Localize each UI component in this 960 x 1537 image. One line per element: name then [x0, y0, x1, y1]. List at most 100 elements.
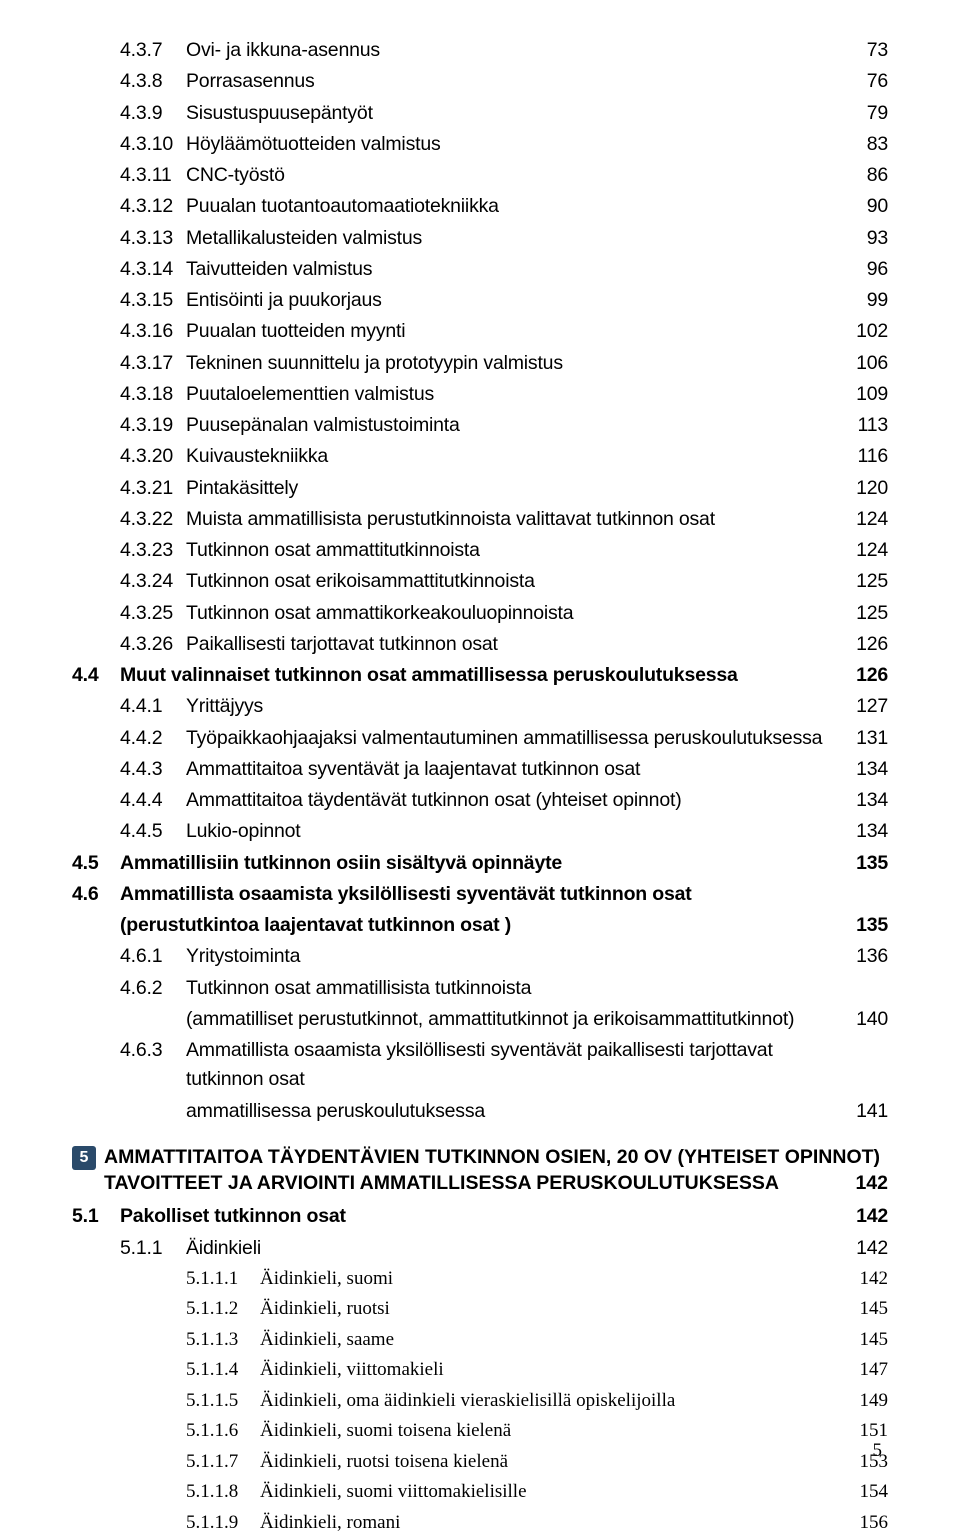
- subsection-number: 4.3.23: [120, 536, 186, 565]
- page-ref: 142: [840, 1234, 888, 1263]
- toc-entry: 4.6.3 Ammatillista osaamista yksilöllise…: [72, 1036, 888, 1095]
- toc-entry: 4.3.23Tutkinnon osat ammattitutkinnoista…: [72, 536, 888, 565]
- subsubsection-number: 5.1.1.2: [186, 1295, 260, 1324]
- subsubsection-number: 5.1.1.7: [186, 1448, 260, 1477]
- toc-entry: 4.4.1Yrittäjyys127: [72, 692, 888, 721]
- subsection-number: 4.3.9: [120, 99, 186, 128]
- toc-entry: 4.3.21Pintakäsittely120: [72, 474, 888, 503]
- subsection-title: Ammattitaitoa syventävät ja laajentavat …: [186, 755, 840, 784]
- toc-entry: 5.1.1.7Äidinkieli, ruotsi toisena kielen…: [72, 1448, 888, 1477]
- page-ref: 154: [840, 1478, 888, 1507]
- page-ref: 113: [840, 411, 888, 440]
- toc-entry: 4.3.10Höyläämötuotteiden valmistus83: [72, 130, 888, 159]
- subsection-title-cont: (ammatilliset perustutkinnot, ammattitut…: [186, 1005, 840, 1034]
- toc-entry-4-4: 4.4 Muut valinnaiset tutkinnon osat amma…: [72, 661, 888, 690]
- section-title: Pakolliset tutkinnon osat: [120, 1202, 840, 1231]
- subsection-title: Tekninen suunnittelu ja prototyypin valm…: [186, 349, 840, 378]
- toc-entry: 4.3.8Porrasasennus76: [72, 67, 888, 96]
- page-ref: 120: [840, 474, 888, 503]
- subsubsection-title: Äidinkieli, viittomakieli: [260, 1356, 840, 1385]
- page-ref: 116: [840, 442, 888, 471]
- page-ref: 99: [840, 286, 888, 315]
- toc-entry: 4.3.25Tutkinnon osat ammattikorkeakouluo…: [72, 599, 888, 628]
- page-ref: 149: [840, 1387, 888, 1416]
- subsection-title: Äidinkieli: [186, 1234, 840, 1263]
- section-5-title-line2: TAVOITTEET JA ARVIOINTI AMMATILLISESSA P…: [104, 1170, 840, 1196]
- page-ref: 134: [840, 755, 888, 784]
- subsection-number: 4.3.20: [120, 442, 186, 471]
- subsection-title: CNC-työstö: [186, 161, 840, 190]
- toc-entry-5-1: 5.1 Pakolliset tutkinnon osat 142: [72, 1202, 888, 1231]
- subsubsection-number: 5.1.1.3: [186, 1326, 260, 1355]
- toc-entry: 4.4.4Ammattitaitoa täydentävät tutkinnon…: [72, 786, 888, 815]
- page-ref: 140: [840, 1005, 888, 1034]
- page-ref: 131: [840, 724, 888, 753]
- toc-entry: 4.4.3Ammattitaitoa syventävät ja laajent…: [72, 755, 888, 784]
- toc-entry-5-1-1: 5.1.1 Äidinkieli 142: [72, 1234, 888, 1263]
- subsubsection-number: 5.1.1.6: [186, 1417, 260, 1446]
- toc-entry: 4.6.2 Tutkinnon osat ammatillisista tutk…: [72, 974, 888, 1003]
- page-ref: 93: [840, 224, 888, 253]
- subsubsection-number: 5.1.1.1: [186, 1265, 260, 1294]
- subsection-title: Muista ammatillisista perustutkinnoista …: [186, 505, 840, 534]
- toc-entry: 4.4.2Työpaikkaohjaajaksi valmentautumine…: [72, 724, 888, 753]
- toc-entry: 4.3.18Puutaloelementtien valmistus109: [72, 380, 888, 409]
- subsection-title: Työpaikkaohjaajaksi valmentautuminen amm…: [186, 724, 840, 753]
- subsection-number: 4.3.12: [120, 192, 186, 221]
- subsection-title: Porrasasennus: [186, 67, 840, 96]
- subsection-number: 4.3.22: [120, 505, 186, 534]
- table-of-contents: 4.3.7Ovi- ja ikkuna-asennus734.3.8Porras…: [72, 36, 888, 1537]
- toc-entry: 4.3.19Puusepänalan valmistustoiminta113: [72, 411, 888, 440]
- subsection-number: 4.4.4: [120, 786, 186, 815]
- toc-entry: 5.1.1.1Äidinkieli, suomi142: [72, 1265, 888, 1294]
- subsection-number: 4.6.3: [120, 1036, 186, 1065]
- toc-entry: 4.3.9Sisustuspuusepäntyöt79: [72, 99, 888, 128]
- subsection-number: 4.3.24: [120, 567, 186, 596]
- page-ref: 127: [840, 692, 888, 721]
- subsection-number: 4.3.17: [120, 349, 186, 378]
- page-ref: 134: [840, 786, 888, 815]
- subsection-title: Tutkinnon osat ammattikorkeakouluopinnoi…: [186, 599, 840, 628]
- page-ref: 76: [840, 67, 888, 96]
- subsection-number: 4.6.2: [120, 974, 186, 1003]
- subsection-title: Puutaloelementtien valmistus: [186, 380, 840, 409]
- page-ref: 83: [840, 130, 888, 159]
- toc-entry: 5.1.1.4Äidinkieli, viittomakieli147: [72, 1356, 888, 1385]
- page-ref: 136: [840, 942, 888, 971]
- subsubsection-title: Äidinkieli, suomi: [260, 1265, 840, 1294]
- page-ref: 142: [840, 1265, 888, 1294]
- toc-entry: 4.4.5Lukio-opinnot134: [72, 817, 888, 846]
- subsection-number: 5.1.1: [120, 1234, 186, 1263]
- subsection-title: Ammattitaitoa täydentävät tutkinnon osat…: [186, 786, 840, 815]
- toc-entry-cont: ammatillisessa peruskoulutuksessa 141: [72, 1097, 888, 1126]
- subsection-title: Pintakäsittely: [186, 474, 840, 503]
- toc-entry: 5.1.1.2Äidinkieli, ruotsi145: [72, 1295, 888, 1324]
- toc-entry: 5.1.1.8Äidinkieli, suomi viittomakielisi…: [72, 1478, 888, 1507]
- toc-entry-cont: (ammatilliset perustutkinnot, ammattitut…: [72, 1005, 888, 1034]
- page-ref: 124: [840, 505, 888, 534]
- subsection-number: 4.3.26: [120, 630, 186, 659]
- page-ref: 90: [840, 192, 888, 221]
- subsection-title: Metallikalusteiden valmistus: [186, 224, 840, 253]
- toc-entry: 5.1.1.5Äidinkieli, oma äidinkieli vieras…: [72, 1387, 888, 1416]
- page-ref: 125: [840, 567, 888, 596]
- toc-entry-4-6-line2: (perustutkintoa laajentavat tutkinnon os…: [72, 911, 888, 940]
- subsection-title: Ovi- ja ikkuna-asennus: [186, 36, 840, 65]
- page-ref: 142: [840, 1202, 888, 1231]
- section-number: 4.5: [72, 849, 120, 878]
- subsection-title: Entisöinti ja puukorjaus: [186, 286, 840, 315]
- toc-entry: 5.1.1.9Äidinkieli, romani156: [72, 1509, 888, 1537]
- subsection-title: Tutkinnon osat erikoisammattitutkinnoist…: [186, 567, 840, 596]
- page-ref: 126: [840, 630, 888, 659]
- subsubsection-number: 5.1.1.8: [186, 1478, 260, 1507]
- toc-entry: 4.3.22Muista ammatillisista perustutkinn…: [72, 505, 888, 534]
- page-number: 5: [873, 1440, 883, 1462]
- subsection-number: 4.3.25: [120, 599, 186, 628]
- subsubsection-title: Äidinkieli, suomi toisena kielenä: [260, 1417, 840, 1446]
- page-ref: 96: [840, 255, 888, 284]
- page-ref: 134: [840, 817, 888, 846]
- subsection-number: 4.4.1: [120, 692, 186, 721]
- subsection-number: 4.3.7: [120, 36, 186, 65]
- page-ref: 124: [840, 536, 888, 565]
- subsection-title: Höyläämötuotteiden valmistus: [186, 130, 840, 159]
